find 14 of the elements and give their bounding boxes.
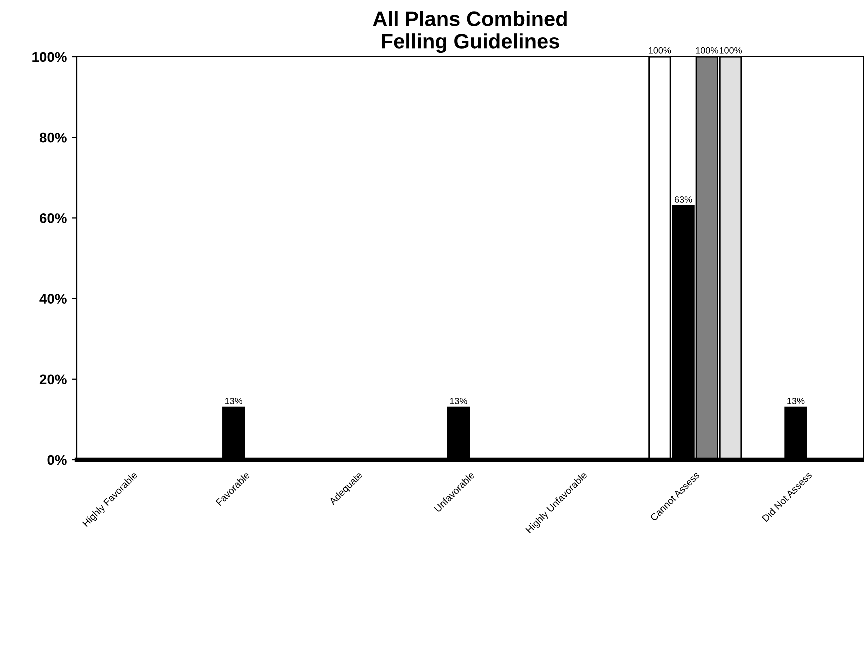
data-label: 13%: [788, 398, 805, 404]
y-tick-label: 100%: [32, 52, 67, 62]
y-tick-label: 40%: [40, 294, 67, 304]
y-tick-label: 0%: [48, 455, 67, 466]
y-tick-label: 20%: [40, 374, 67, 385]
data-label: 100%: [649, 47, 672, 54]
data-label: 13%: [225, 398, 243, 404]
data-label: 13%: [450, 398, 468, 404]
chart-title: All Plans Combined Felling Guidelines: [373, 11, 567, 54]
data-label: 63%: [674, 196, 692, 203]
data-label: 100%: [696, 47, 718, 54]
y-tick-label: 60%: [40, 214, 67, 224]
y-tick-label: 80%: [40, 132, 67, 143]
data-label: 100%: [720, 47, 742, 54]
